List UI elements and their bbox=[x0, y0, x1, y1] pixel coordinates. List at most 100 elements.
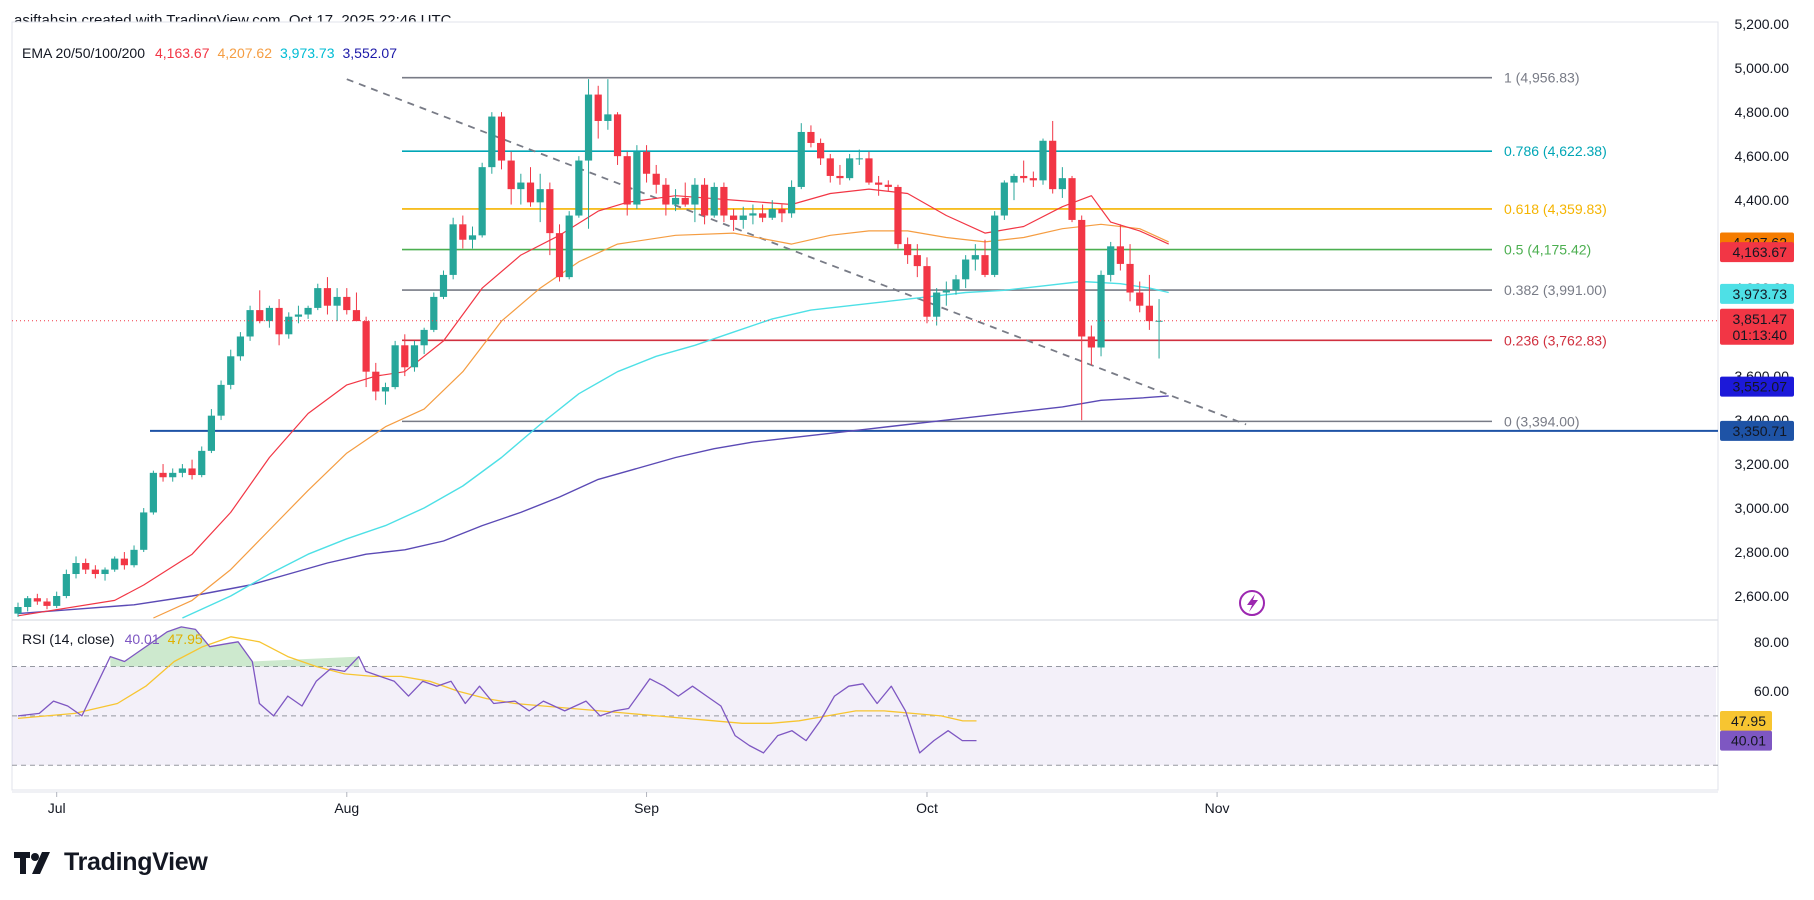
candle bbox=[1068, 175, 1076, 223]
candle bbox=[372, 362, 380, 401]
candle-body bbox=[227, 356, 235, 385]
candle bbox=[468, 226, 477, 249]
candle bbox=[101, 567, 109, 581]
price-tag-label: 3,552.07 bbox=[1733, 379, 1788, 395]
candle-body bbox=[24, 598, 32, 608]
candle bbox=[362, 316, 370, 388]
candle bbox=[265, 305, 274, 328]
candle bbox=[797, 123, 805, 190]
candle bbox=[217, 380, 225, 421]
candle bbox=[536, 173, 544, 223]
candle bbox=[981, 239, 989, 278]
candle bbox=[875, 175, 883, 196]
price-tag-bg bbox=[1720, 308, 1794, 345]
candle bbox=[198, 446, 206, 478]
candle bbox=[1039, 138, 1047, 185]
ema100-line bbox=[182, 280, 1169, 619]
candle bbox=[729, 208, 738, 231]
candle bbox=[817, 138, 825, 165]
candle-body bbox=[1020, 175, 1028, 179]
candlestick-series bbox=[12, 79, 1718, 617]
candle bbox=[1087, 325, 1095, 366]
tradingview-brand[interactable]: TradingView bbox=[14, 848, 208, 877]
price-tags: 4,207.624,163.673,973.733,851.4701:13:40… bbox=[1720, 232, 1794, 751]
candle bbox=[855, 149, 863, 165]
candle-body bbox=[749, 213, 757, 216]
lightning-icon[interactable] bbox=[1239, 590, 1265, 616]
candle bbox=[333, 288, 341, 322]
price-tag-bg bbox=[1720, 242, 1794, 263]
candle-body bbox=[942, 290, 950, 293]
candle-body bbox=[1039, 140, 1047, 181]
candle bbox=[1078, 215, 1086, 421]
time-tick-label: Nov bbox=[1205, 800, 1230, 816]
descending-trendline bbox=[346, 78, 1247, 426]
candle bbox=[62, 569, 70, 599]
candle bbox=[991, 211, 999, 278]
time-tick-label: Aug bbox=[334, 800, 359, 816]
candle-body bbox=[246, 310, 254, 337]
candle bbox=[826, 153, 834, 183]
candle-body bbox=[971, 255, 979, 260]
rsi-ma-line bbox=[17, 636, 977, 724]
rsi-line bbox=[17, 626, 977, 754]
price-tick-label: 2,800.00 bbox=[1735, 544, 1790, 560]
candle bbox=[478, 162, 486, 238]
candle bbox=[1097, 270, 1105, 357]
candle bbox=[1145, 274, 1153, 330]
candle bbox=[652, 164, 660, 194]
legends: EMA 20/50/100/200 4,163.67 4,207.62 3,973.7… bbox=[22, 45, 397, 647]
candle-body bbox=[904, 244, 912, 256]
candle bbox=[82, 558, 90, 575]
candle-body bbox=[169, 472, 177, 478]
candle-body bbox=[14, 607, 22, 614]
candle-body bbox=[497, 116, 506, 161]
candle-body bbox=[1155, 320, 1163, 322]
price-tick-label: 5,200.00 bbox=[1735, 16, 1790, 32]
candle-body bbox=[420, 329, 428, 346]
candle bbox=[497, 112, 506, 170]
ema50-line bbox=[153, 223, 1169, 619]
price-tick-label: 4,800.00 bbox=[1735, 104, 1790, 120]
candle bbox=[923, 257, 931, 324]
candle bbox=[33, 593, 41, 605]
rsi-legend-value: 40.01 bbox=[125, 631, 160, 647]
candle-body bbox=[1097, 274, 1105, 348]
candle bbox=[623, 151, 631, 216]
candle bbox=[807, 125, 815, 148]
candle bbox=[671, 189, 680, 212]
candle bbox=[207, 409, 215, 454]
candle-body bbox=[439, 274, 448, 297]
candle bbox=[788, 180, 796, 218]
candle bbox=[169, 468, 177, 482]
candle bbox=[24, 596, 32, 612]
candle-body bbox=[111, 558, 119, 570]
candle bbox=[1155, 299, 1163, 359]
candle bbox=[236, 332, 245, 361]
candle bbox=[836, 164, 844, 185]
candle bbox=[381, 382, 390, 405]
candle-body bbox=[865, 158, 873, 183]
candle bbox=[1049, 120, 1057, 194]
candle bbox=[884, 180, 892, 192]
candle bbox=[343, 288, 351, 315]
candle bbox=[507, 151, 515, 205]
rsi-tick-label: 60.00 bbox=[1754, 683, 1789, 699]
candle-body bbox=[130, 549, 138, 566]
candle-body bbox=[855, 158, 863, 160]
candle-body bbox=[652, 173, 660, 185]
candle-body bbox=[575, 160, 583, 216]
candle bbox=[633, 145, 641, 209]
price-tick-label: 3,200.00 bbox=[1735, 456, 1790, 472]
time-tick-label: Sep bbox=[634, 800, 659, 816]
fib-level-label: 0.382 (3,991.00) bbox=[1504, 282, 1607, 298]
candle bbox=[1116, 224, 1124, 271]
fib-level-label: 0 (3,394.00) bbox=[1504, 413, 1580, 429]
price-tag: 3,973.73 bbox=[1720, 283, 1794, 304]
candle-body bbox=[729, 215, 738, 220]
candle-body bbox=[526, 182, 535, 203]
candle bbox=[275, 299, 283, 346]
candle-body bbox=[1136, 292, 1144, 306]
